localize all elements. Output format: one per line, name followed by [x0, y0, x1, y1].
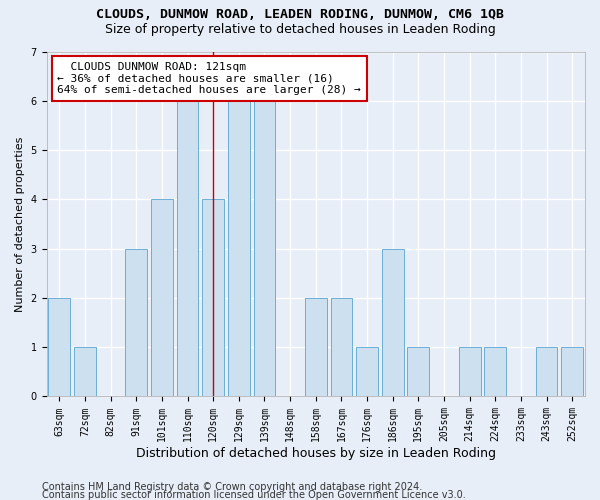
Bar [305, 298, 326, 396]
Y-axis label: Number of detached properties: Number of detached properties [15, 136, 25, 312]
Text: CLOUDS, DUNMOW ROAD, LEADEN RODING, DUNMOW, CM6 1QB: CLOUDS, DUNMOW ROAD, LEADEN RODING, DUNM… [96, 8, 504, 20]
Bar [331, 298, 352, 396]
Text: CLOUDS DUNMOW ROAD: 121sqm
← 36% of detached houses are smaller (16)
64% of semi: CLOUDS DUNMOW ROAD: 121sqm ← 36% of deta… [57, 62, 361, 95]
Text: Contains HM Land Registry data © Crown copyright and database right 2024.: Contains HM Land Registry data © Crown c… [42, 482, 422, 492]
Bar [254, 101, 275, 396]
Bar [356, 347, 378, 397]
Bar [49, 298, 70, 396]
Bar [125, 248, 147, 396]
Bar [74, 347, 96, 397]
Bar [176, 101, 199, 396]
Bar [536, 347, 557, 397]
Bar [407, 347, 429, 397]
Bar [382, 248, 404, 396]
Bar [202, 200, 224, 396]
Bar [459, 347, 481, 397]
Bar [484, 347, 506, 397]
Bar [228, 101, 250, 396]
Text: Size of property relative to detached houses in Leaden Roding: Size of property relative to detached ho… [104, 22, 496, 36]
X-axis label: Distribution of detached houses by size in Leaden Roding: Distribution of detached houses by size … [136, 447, 496, 460]
Text: Contains public sector information licensed under the Open Government Licence v3: Contains public sector information licen… [42, 490, 466, 500]
Bar [151, 200, 173, 396]
Bar [561, 347, 583, 397]
